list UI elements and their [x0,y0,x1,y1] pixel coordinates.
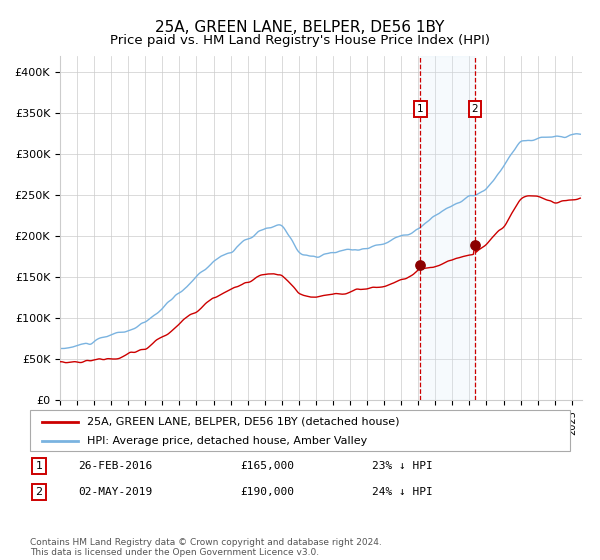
Text: Price paid vs. HM Land Registry's House Price Index (HPI): Price paid vs. HM Land Registry's House … [110,34,490,46]
Bar [420,56,475,400]
Text: £165,000: £165,000 [240,461,294,471]
Text: 25A, GREEN LANE, BELPER, DE56 1BY (detached house): 25A, GREEN LANE, BELPER, DE56 1BY (detac… [87,417,400,427]
Text: Contains HM Land Registry data © Crown copyright and database right 2024.
This d: Contains HM Land Registry data © Crown c… [30,538,382,557]
Text: 23% ↓ HPI: 23% ↓ HPI [372,461,433,471]
Point [470,240,480,249]
Text: 1: 1 [35,461,43,471]
Text: 02-MAY-2019: 02-MAY-2019 [78,487,152,497]
Text: 2: 2 [472,104,478,114]
Text: 1: 1 [417,104,424,114]
Text: 26-FEB-2016: 26-FEB-2016 [78,461,152,471]
Text: 24% ↓ HPI: 24% ↓ HPI [372,487,433,497]
Text: 25A, GREEN LANE, BELPER, DE56 1BY: 25A, GREEN LANE, BELPER, DE56 1BY [155,20,445,35]
Text: 2: 2 [35,487,43,497]
Text: HPI: Average price, detached house, Amber Valley: HPI: Average price, detached house, Ambe… [87,436,367,446]
Point [415,260,425,269]
Text: £190,000: £190,000 [240,487,294,497]
